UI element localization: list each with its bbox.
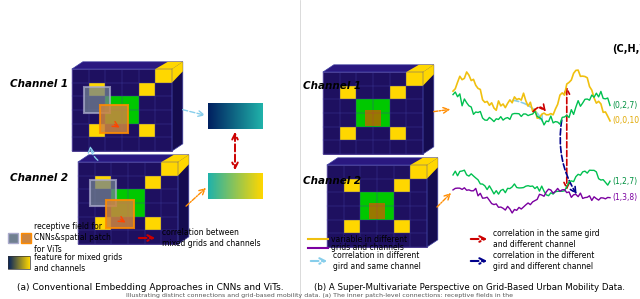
Bar — [106, 200, 134, 228]
Polygon shape — [78, 162, 178, 244]
Bar — [369, 203, 385, 219]
Bar — [373, 113, 390, 127]
Bar — [360, 206, 377, 220]
Bar — [390, 127, 406, 140]
Polygon shape — [406, 65, 434, 72]
Text: (b) A Super-Multivariate Perspective on Grid-Based Urban Mobility Data.: (b) A Super-Multivariate Perspective on … — [314, 283, 625, 292]
Bar — [106, 110, 122, 124]
Bar — [161, 162, 178, 176]
Text: (0,2,7): (0,2,7) — [612, 101, 637, 110]
Text: correlation in different
gird and same channel: correlation in different gird and same c… — [333, 251, 421, 271]
Text: Channel 1: Channel 1 — [303, 81, 361, 91]
Bar — [90, 180, 116, 206]
Text: (1,3,8): (1,3,8) — [612, 193, 637, 202]
Bar — [394, 220, 410, 233]
Polygon shape — [172, 62, 183, 151]
Text: Channel 2: Channel 2 — [10, 173, 68, 183]
Bar — [111, 189, 128, 203]
Bar — [89, 83, 106, 96]
Bar — [128, 189, 145, 203]
Bar — [122, 96, 139, 110]
Text: Channel 2: Channel 2 — [303, 176, 361, 186]
Text: (a) Conventional Embedding Approaches in CNNs and ViTs.: (a) Conventional Embedding Approaches in… — [17, 283, 284, 292]
Bar — [356, 99, 373, 113]
Polygon shape — [161, 155, 189, 162]
Bar — [139, 83, 156, 96]
Bar — [106, 96, 122, 110]
Text: Channel 1: Channel 1 — [10, 79, 68, 89]
Text: correlation between
mixed grids and channels: correlation between mixed grids and chan… — [162, 228, 260, 248]
Polygon shape — [72, 62, 183, 69]
Bar — [21, 233, 31, 243]
Polygon shape — [410, 158, 438, 165]
Polygon shape — [323, 72, 423, 154]
Bar — [356, 113, 373, 127]
Polygon shape — [427, 158, 438, 179]
Bar — [360, 192, 377, 206]
Polygon shape — [327, 158, 438, 165]
Bar — [365, 110, 381, 126]
Polygon shape — [427, 158, 438, 247]
Text: grids and channels: grids and channels — [331, 243, 404, 252]
Bar — [128, 203, 145, 217]
Bar — [100, 105, 128, 133]
Polygon shape — [323, 65, 434, 72]
Bar — [95, 217, 111, 230]
Text: receptive field for
CNNs&spatial patch
for ViTs: receptive field for CNNs&spatial patch f… — [34, 222, 111, 254]
Text: (0,0,10): (0,0,10) — [612, 116, 640, 125]
Bar — [84, 87, 110, 113]
Polygon shape — [172, 62, 183, 83]
Bar — [377, 206, 394, 220]
Text: (1,2,7): (1,2,7) — [612, 177, 637, 186]
Bar — [340, 127, 356, 140]
Text: correlation in the different
gird and different channel: correlation in the different gird and di… — [493, 251, 595, 271]
Text: (C,H,W): (C,H,W) — [612, 44, 640, 54]
Bar — [95, 176, 111, 189]
Bar — [156, 69, 172, 83]
Text: variable in different: variable in different — [331, 234, 407, 243]
Polygon shape — [327, 165, 427, 247]
Bar — [145, 176, 161, 189]
Polygon shape — [178, 155, 189, 176]
Bar — [394, 179, 410, 192]
Bar — [406, 72, 423, 86]
Polygon shape — [156, 62, 183, 69]
Text: correlation in the same gird
and different channel: correlation in the same gird and differe… — [493, 229, 600, 249]
Bar — [8, 256, 30, 269]
Bar — [344, 179, 360, 192]
Bar — [8, 233, 18, 243]
Bar — [390, 86, 406, 99]
Bar — [111, 203, 128, 217]
Polygon shape — [72, 69, 172, 151]
Bar — [122, 110, 139, 124]
Bar — [139, 124, 156, 137]
Polygon shape — [423, 65, 434, 86]
Polygon shape — [78, 155, 189, 162]
Bar — [344, 220, 360, 233]
Bar — [89, 124, 106, 137]
Bar — [145, 217, 161, 230]
Polygon shape — [423, 65, 434, 154]
Bar — [410, 165, 427, 179]
Bar — [340, 86, 356, 99]
Bar — [377, 192, 394, 206]
Text: Illustrating distinct connections and grid-based mobility data. (a) The inner pa: Illustrating distinct connections and gr… — [127, 294, 513, 298]
Text: feature for mixed grids
and channels: feature for mixed grids and channels — [34, 253, 122, 273]
Polygon shape — [178, 155, 189, 244]
Bar — [373, 99, 390, 113]
